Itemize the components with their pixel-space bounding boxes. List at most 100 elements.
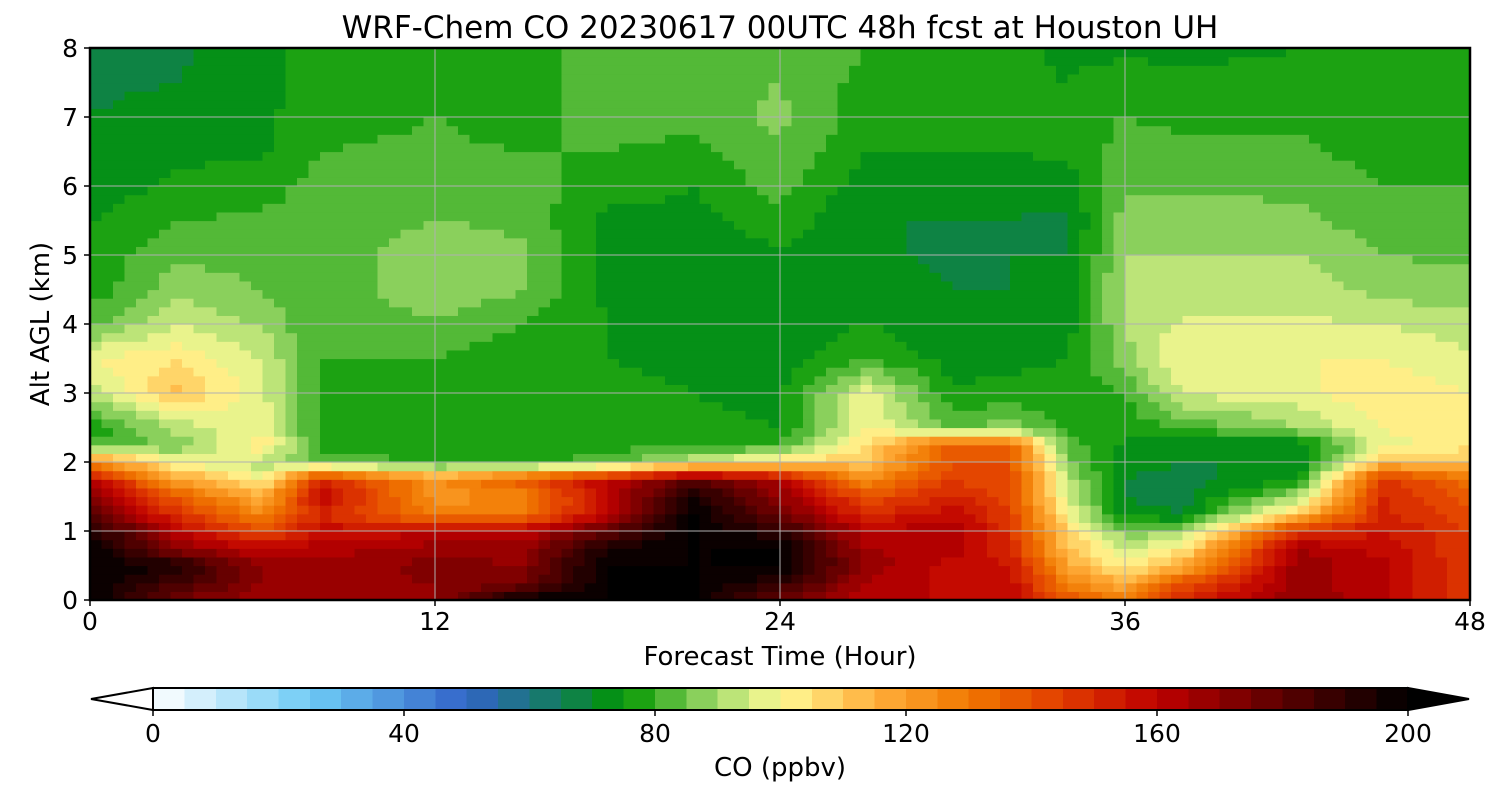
heatmap-cell (377, 505, 390, 515)
heatmap-cell (872, 263, 885, 273)
heatmap-cell (952, 168, 965, 178)
heatmap-cell (124, 99, 137, 109)
heatmap-cell (561, 505, 574, 515)
heatmap-cell (964, 410, 977, 420)
heatmap-cell (182, 418, 195, 429)
heatmap-cell (768, 531, 781, 541)
heatmap-cell (205, 125, 218, 135)
heatmap-cell (860, 539, 873, 549)
heatmap-cell (814, 315, 827, 325)
heatmap-cell (929, 384, 942, 394)
heatmap-cell (757, 341, 770, 351)
heatmap-cell (297, 341, 310, 351)
heatmap-cell (630, 246, 643, 256)
heatmap-cell (124, 82, 137, 92)
heatmap-cell (745, 289, 758, 299)
heatmap-cell (366, 177, 379, 187)
heatmap-cell (297, 272, 310, 282)
heatmap-cell (481, 393, 494, 403)
heatmap-cell (872, 410, 885, 420)
heatmap-cell (205, 470, 218, 480)
heatmap-cell (400, 513, 413, 523)
heatmap-cell (630, 418, 643, 429)
heatmap-cell (458, 177, 471, 187)
heatmap-cell (642, 65, 655, 75)
heatmap-cell (147, 177, 160, 187)
heatmap-cell (193, 263, 206, 273)
heatmap-cell (469, 272, 482, 282)
heatmap-cell (492, 539, 505, 549)
heatmap-cell (504, 48, 517, 58)
heatmap-cell (642, 384, 655, 394)
heatmap-cell (527, 427, 540, 437)
heatmap-cell (113, 531, 126, 541)
heatmap-cell (573, 470, 586, 480)
heatmap-cell (251, 341, 264, 351)
heatmap-cell (159, 246, 172, 256)
heatmap-cell (147, 513, 160, 523)
heatmap-cell (929, 470, 942, 480)
heatmap-cell (952, 531, 965, 541)
heatmap-cell (320, 324, 333, 334)
heatmap-cell (331, 436, 344, 446)
heatmap-cell (975, 367, 988, 377)
heatmap-cell (124, 513, 137, 523)
heatmap-cell (354, 211, 367, 222)
heatmap-cell (826, 401, 839, 411)
heatmap-cell (952, 401, 965, 411)
heatmap-cell (561, 142, 574, 153)
heatmap-cell (883, 401, 896, 411)
heatmap-cell (308, 436, 321, 446)
heatmap-cell (607, 117, 620, 127)
heatmap-cell (665, 531, 678, 541)
heatmap-cell (274, 160, 287, 170)
heatmap-cell (446, 548, 459, 558)
heatmap-cell (849, 246, 862, 256)
heatmap-cell (182, 65, 195, 75)
heatmap-cell (711, 349, 724, 360)
heatmap-cell (952, 82, 965, 92)
heatmap-cell (803, 574, 816, 584)
heatmap-cell (412, 462, 425, 472)
heatmap-cell (791, 237, 804, 247)
heatmap-cell (699, 384, 712, 394)
heatmap-cell (734, 375, 747, 385)
heatmap-cell (308, 496, 321, 506)
heatmap-cell (630, 48, 643, 58)
heatmap-cell (906, 237, 919, 247)
heatmap-cell (354, 341, 367, 351)
heatmap-cell (688, 151, 701, 161)
heatmap-cell (412, 229, 425, 239)
heatmap-cell (274, 186, 287, 196)
heatmap-cell (170, 522, 183, 532)
heatmap-cell (182, 91, 195, 101)
heatmap-cell (331, 358, 344, 368)
heatmap-cell (895, 142, 908, 153)
heatmap-cell (757, 151, 770, 161)
heatmap-cell (573, 513, 586, 523)
heatmap-cell (492, 565, 505, 575)
heatmap-cell (251, 505, 264, 515)
heatmap-cell (124, 56, 137, 66)
heatmap-cell (423, 160, 436, 170)
heatmap-cell (527, 177, 540, 187)
heatmap-cell (492, 324, 505, 334)
heatmap-cell (481, 332, 494, 342)
heatmap-cell (964, 186, 977, 196)
heatmap-cell (354, 349, 367, 360)
heatmap-cell (423, 513, 436, 523)
heatmap-cell (676, 211, 689, 222)
heatmap-cell (515, 272, 528, 282)
heatmap-cell (446, 125, 459, 135)
heatmap-cell (814, 367, 827, 377)
heatmap-cell (435, 211, 448, 222)
heatmap-cell (193, 565, 206, 575)
heatmap-cell (469, 453, 482, 463)
heatmap-cell (262, 479, 275, 489)
heatmap-cell (377, 194, 390, 204)
heatmap-cell (182, 324, 195, 334)
heatmap-cell (377, 65, 390, 75)
heatmap-cell (228, 315, 241, 325)
heatmap-cell (964, 272, 977, 282)
heatmap-cell (285, 306, 298, 316)
